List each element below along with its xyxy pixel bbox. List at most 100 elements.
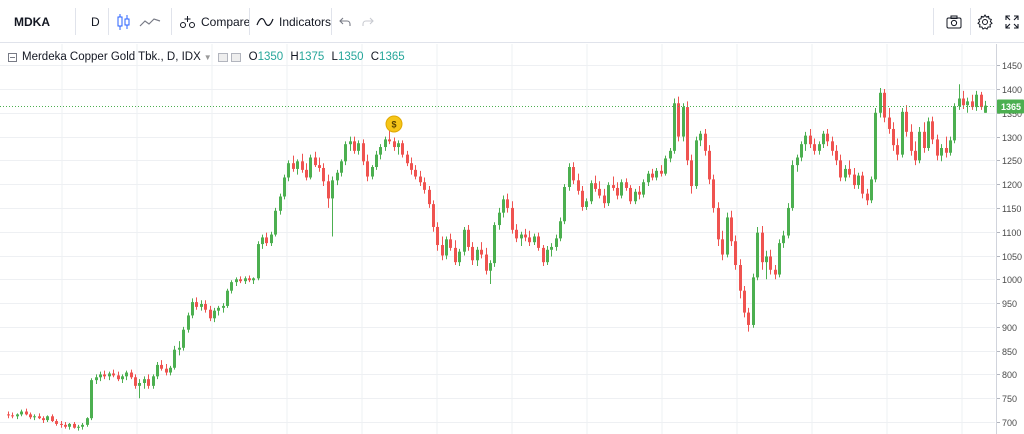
candle-body — [940, 147, 943, 156]
candle-body — [182, 329, 185, 348]
candle-body — [651, 173, 654, 178]
candle-body — [160, 364, 163, 369]
candle-body — [90, 380, 93, 419]
candle-body — [217, 307, 220, 311]
candle-body — [515, 229, 518, 239]
candle-body — [699, 133, 702, 141]
candle-body — [747, 312, 750, 325]
candle-body — [555, 238, 558, 247]
candle-body — [857, 175, 860, 186]
candle-body — [642, 182, 645, 195]
interval-button[interactable]: D — [91, 14, 100, 29]
y-tick-label: 1000 — [1002, 275, 1022, 285]
candle-body — [966, 101, 969, 106]
candle-body — [261, 237, 264, 245]
collapse-legend-icon[interactable] — [8, 52, 17, 62]
candle-body — [625, 182, 628, 188]
candle-body — [143, 379, 146, 383]
candle-body — [397, 143, 400, 148]
candle-body — [134, 377, 137, 386]
candle-body — [103, 374, 106, 377]
candle-body — [660, 170, 663, 174]
candle-body — [423, 182, 426, 190]
candle-body — [853, 174, 856, 186]
candle-body — [528, 237, 531, 243]
candle-body — [95, 377, 98, 381]
candle-body — [598, 188, 601, 196]
candle-body — [296, 161, 299, 169]
series-title: Merdeka Copper Gold Tbk., D, IDX — [22, 51, 201, 63]
symbol-search[interactable]: MDKA — [14, 14, 50, 29]
compare-button[interactable]: Compare — [178, 0, 250, 43]
candle-body — [686, 107, 689, 161]
candle-body — [25, 411, 28, 415]
line-chart-type-icon[interactable] — [139, 0, 161, 43]
price-chart[interactable]: 700 750 800 850 900 950 1000 1050 1100 1150 1200 12… — [0, 44, 1024, 434]
candle-body — [931, 121, 934, 140]
candle-body — [305, 169, 308, 178]
candle-body — [336, 172, 339, 181]
candles-chart-type-icon[interactable] — [116, 0, 132, 43]
series-settings-icon[interactable] — [230, 52, 241, 62]
candle-body — [616, 187, 619, 196]
toolbar-divider — [108, 8, 109, 35]
chevron-down-icon[interactable]: ▼ — [203, 52, 212, 62]
candle-body — [318, 165, 321, 168]
candle-body — [870, 179, 873, 201]
candle-body — [831, 141, 834, 151]
candle-body — [244, 278, 247, 282]
candle-body — [230, 282, 233, 291]
gear-icon[interactable] — [977, 0, 993, 43]
last-price-label: 1365 — [1001, 102, 1021, 112]
candle-body — [511, 207, 514, 230]
candle-body — [480, 249, 483, 255]
candle-body — [520, 234, 523, 239]
top-toolbar: MDKA D Compare Indicators — [0, 0, 1024, 43]
candle-body — [410, 163, 413, 170]
candle-body — [16, 414, 19, 417]
indicators-button[interactable]: Indicators — [256, 0, 331, 43]
dividend-marker[interactable] — [385, 115, 403, 133]
y-tick-label: 850 — [1002, 347, 1017, 357]
candle-body — [559, 221, 562, 239]
candle-body — [353, 141, 356, 151]
candle-body — [975, 94, 978, 108]
candle-body — [726, 217, 729, 255]
camera-icon[interactable] — [946, 0, 962, 43]
candle-body — [449, 239, 452, 248]
y-tick-label: 1050 — [1002, 252, 1022, 262]
candle-body — [844, 168, 847, 178]
candle-body — [414, 169, 417, 177]
candle-body — [265, 237, 268, 244]
candle-body — [918, 131, 921, 161]
candle-body — [669, 150, 672, 159]
candle-body — [60, 423, 63, 425]
candle-body — [563, 186, 566, 222]
candle-body — [590, 183, 593, 202]
candle-body — [117, 375, 120, 380]
candle-body — [191, 302, 194, 316]
redo-icon[interactable] — [362, 0, 374, 43]
indicators-label: Indicators — [279, 14, 332, 29]
candle-body — [178, 347, 181, 350]
y-tick-label: 1350 — [1002, 109, 1022, 119]
undo-icon[interactable] — [339, 0, 351, 43]
candle-body — [64, 424, 67, 427]
candle-body — [476, 249, 479, 261]
candle-body — [537, 236, 540, 248]
candle-body — [274, 210, 277, 235]
candle-body — [756, 232, 759, 278]
candle-body — [914, 150, 917, 161]
candle-body — [55, 421, 58, 424]
candle-body — [349, 141, 352, 145]
candle-body — [20, 411, 23, 415]
candle-body — [165, 368, 168, 373]
candle-body — [29, 414, 32, 418]
candle-body — [384, 139, 387, 148]
fullscreen-icon[interactable] — [1005, 0, 1019, 43]
candle-body — [506, 199, 509, 208]
candle-body — [533, 236, 536, 243]
candle-body — [901, 111, 904, 155]
hide-series-icon[interactable] — [217, 52, 228, 62]
candle-body — [248, 278, 251, 281]
